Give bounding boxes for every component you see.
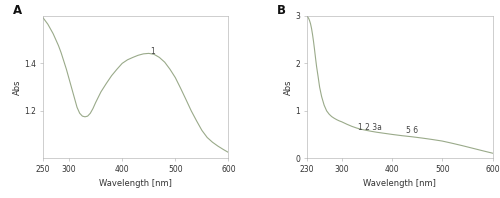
X-axis label: Wavelength [nm]: Wavelength [nm] (99, 179, 172, 188)
X-axis label: Wavelength [nm]: Wavelength [nm] (363, 179, 436, 188)
Text: 5 6: 5 6 (406, 126, 418, 135)
Y-axis label: Abs: Abs (12, 79, 22, 95)
Text: B: B (277, 4, 286, 17)
Text: 1: 1 (150, 47, 154, 56)
Text: 1 2 3a: 1 2 3a (358, 123, 382, 132)
Text: A: A (12, 4, 22, 17)
Y-axis label: Abs: Abs (284, 79, 292, 95)
